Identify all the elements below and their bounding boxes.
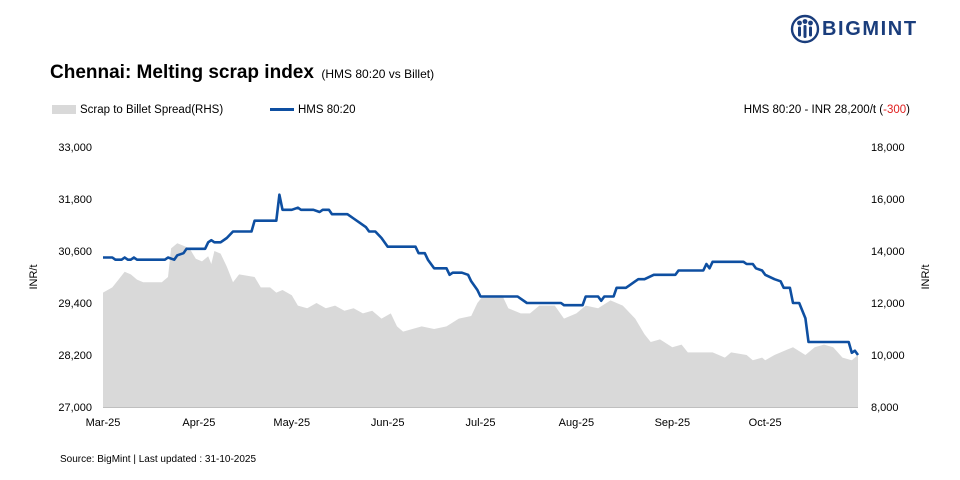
y-left-tick-label: 33,000 (58, 142, 92, 154)
legend-swatch-line (270, 108, 294, 112)
x-tick-label: Aug-25 (559, 417, 594, 429)
legend-label-hms: HMS 80:20 (298, 104, 356, 116)
spread-area-series (103, 243, 858, 407)
legend-item-spread: Scrap to Billet Spread(RHS) (52, 104, 223, 116)
y-right-tick-label: 18,000 (871, 142, 905, 154)
x-tick-label: Jun-25 (371, 417, 405, 429)
y-right-tick-label: 14,000 (871, 246, 905, 258)
chart-title-sub: (HMS 80:20 vs Billet) (321, 67, 435, 81)
y-right-tick-label: 10,000 (871, 350, 905, 362)
y-right-tick-label: 12,000 (871, 298, 905, 310)
price-change-value: -300 (883, 104, 907, 116)
legend-label-spread: Scrap to Billet Spread(RHS) (80, 104, 224, 116)
x-tick-label: Mar-25 (86, 417, 121, 429)
y-right-axis-title: INR/t (920, 264, 932, 289)
y-right-tick-label: 8,000 (871, 402, 899, 414)
y-left-axis-title: INR/t (28, 264, 40, 289)
x-tick-label: Oct-25 (749, 417, 782, 429)
legend-item-hms: HMS 80:20 (270, 104, 356, 116)
y-left-tick-label: 29,400 (58, 298, 92, 310)
x-tick-label: Apr-25 (182, 417, 215, 429)
x-tick-label: Jul-25 (466, 417, 496, 429)
legend-swatch-area (52, 105, 76, 115)
bigmint-logo-icon (790, 14, 820, 44)
hms-line-series (103, 193, 860, 356)
y-left-tick-label: 31,800 (58, 194, 92, 206)
brand-name: BIGMINT (822, 18, 918, 40)
price-note-suffix: ) (906, 104, 910, 116)
y-left-tick-label: 30,600 (58, 246, 92, 258)
source-note: Source: BigMint | Last updated : 31-10-2… (60, 454, 257, 465)
brand-logo: BIGMINT (790, 12, 950, 44)
price-note-prefix: HMS 80:20 - INR 28,200/t ( (743, 104, 884, 116)
y-left-tick-label: 27,000 (58, 402, 92, 414)
price-note: HMS 80:20 - INR 28,200/t (-300) (744, 104, 910, 116)
chart-title: Chennai: Melting scrap index (HMS 80:20 … (50, 62, 434, 84)
chart-title-main: Chennai: Melting scrap index (50, 62, 314, 83)
y-right-tick-label: 16,000 (871, 194, 905, 206)
y-left-tick-label: 28,200 (58, 350, 92, 362)
x-tick-label: Sep-25 (655, 417, 690, 429)
x-tick-label: May-25 (273, 417, 310, 429)
